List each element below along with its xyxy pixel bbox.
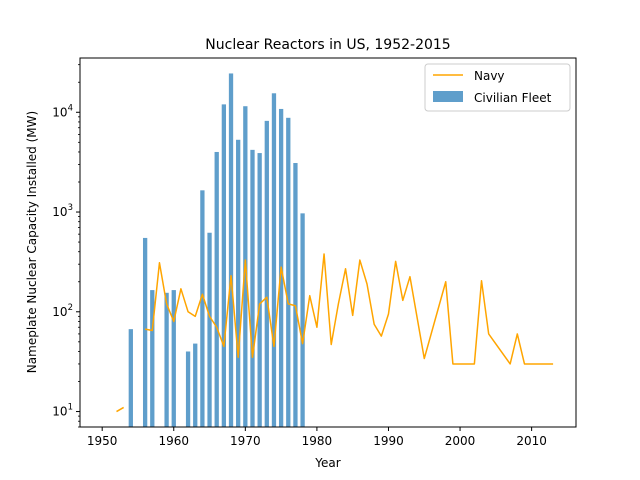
civilian-bar-1968 [228,73,234,427]
civilian-bar-1954 [128,329,133,427]
navy-line-segment-1 [144,253,554,365]
x-tick-label-1990: 1990 [373,434,404,448]
x-axis-ticks: 1950 1960 1970 1980 1990 2000 2010 [87,427,547,448]
plot-frame [79,57,577,428]
x-tick-label-1950: 1950 [87,434,118,448]
y-tick-label-1: 102 [52,303,73,319]
y-tick-label-3: 104 [52,103,73,119]
y-tick-label-0: 101 [52,403,73,419]
civilian-bar-1966 [214,151,219,428]
civilian-bar-1965 [207,232,212,427]
civilian-bar-1960 [171,290,176,427]
civilian-bar-1964 [200,190,205,427]
civilian-bar-1957 [150,290,155,427]
navy-line [116,253,554,413]
civilian-bar-1962 [185,351,191,427]
x-tick-label-2000: 2000 [445,434,476,448]
legend-civilian-label: Civilian Fleet [474,91,552,105]
civilian-bar-1969 [236,139,241,428]
legend-civilian-swatch [433,91,463,102]
civilian-bar-1956 [142,237,148,427]
y-tick-label-2: 103 [52,203,73,219]
x-tick-label-1980: 1980 [302,434,333,448]
civilian-fleet-bars [128,73,305,428]
x-tick-label-2010: 2010 [516,434,547,448]
y-axis-label: Nameplate Nuclear Capacity Installed (MW… [25,111,39,373]
x-axis-label: Year [314,456,340,470]
x-tick-label-1960: 1960 [158,434,189,448]
civilian-bar-1967 [221,104,227,427]
navy-line-segment-0 [116,406,125,413]
civilian-bar-1963 [193,343,198,427]
chart-title: Nuclear Reactors in US, 1952-2015 [205,37,450,53]
civilian-bar-1973 [264,120,269,427]
x-tick-label-1970: 1970 [230,434,261,448]
civilian-bar-1959 [164,292,169,427]
civilian-bar-1978 [300,213,305,427]
civilian-bar-1972 [257,153,262,427]
y-axis-ticks: 101 102 103 104 [52,64,80,428]
legend: Navy Civilian Fleet [424,63,571,112]
civilian-bar-1974 [271,93,277,428]
civilian-bar-1976 [286,117,291,427]
civilian-bar-1977 [293,163,298,427]
civilian-bar-1971 [250,149,255,427]
legend-navy-label: Navy [474,69,505,83]
